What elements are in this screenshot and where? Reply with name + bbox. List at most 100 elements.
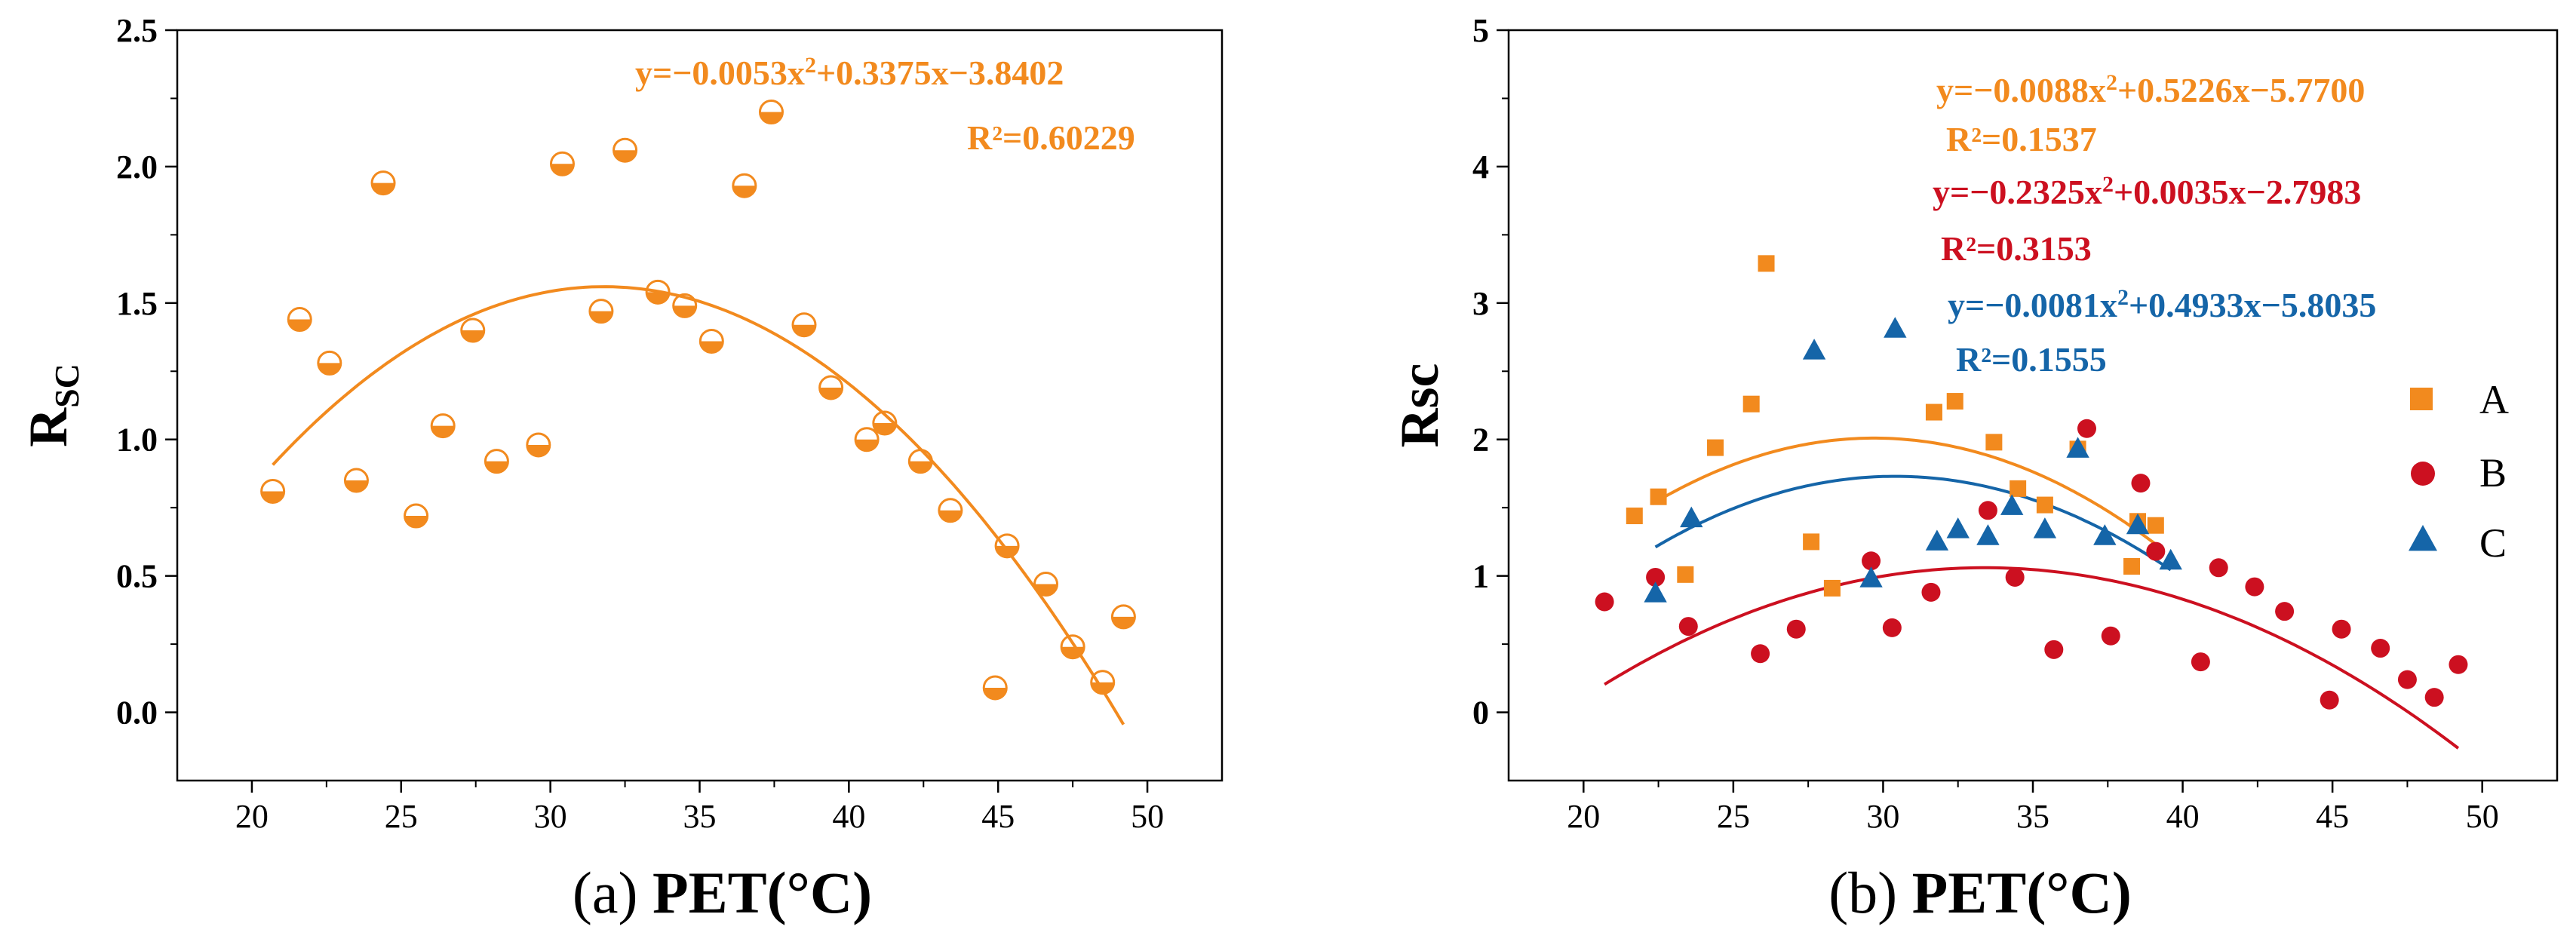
data-point-fill	[589, 311, 613, 323]
panel-b-x-tick-label: 35	[2016, 798, 2049, 835]
panel-a-y-tick-label: 2.5	[116, 12, 158, 49]
data-point	[732, 173, 757, 198]
data-point-fill	[404, 516, 428, 528]
data-point-b	[2275, 602, 2295, 621]
panel-b-y-tick-label: 2	[1472, 422, 1489, 459]
data-point-outline	[982, 675, 1008, 701]
data-point-fill	[345, 480, 368, 492]
data-point	[287, 307, 312, 333]
data-point-b	[1921, 582, 1941, 602]
data-point-outline	[430, 413, 456, 439]
data-point	[672, 293, 698, 318]
panel-b-y-tick-label: 0	[1472, 695, 1489, 732]
data-point-outline	[1060, 634, 1085, 660]
data-point-a	[1803, 533, 1820, 551]
data-point-fill	[732, 186, 756, 198]
panel-a-equation: y=−0.0053x2+0.3375x−3.8402	[635, 53, 1064, 93]
data-point	[430, 413, 456, 439]
data-point-outline	[317, 350, 342, 376]
data-point-outline	[287, 307, 312, 333]
data-point-b	[1978, 501, 1997, 520]
data-point	[758, 100, 784, 125]
data-point-fill	[318, 363, 341, 375]
data-point	[460, 318, 486, 343]
data-point-fill	[1061, 646, 1085, 658]
data-point-b	[2131, 474, 2151, 493]
data-point-outline	[672, 293, 698, 318]
data-point-outline	[791, 312, 817, 338]
data-point	[982, 675, 1008, 701]
data-point-fill	[873, 423, 896, 435]
panel-a-x-tick-label: 35	[683, 798, 717, 835]
panel-a-y-tick-label: 2.0	[116, 149, 158, 186]
panel-a-points	[260, 100, 1136, 701]
data-point-fill	[984, 687, 1007, 699]
data-point-a	[1946, 393, 1963, 410]
data-point-fill	[461, 330, 484, 342]
panel-b-x-axis-title: (b) PET(°C)	[1828, 860, 2132, 925]
data-point-fill	[372, 183, 395, 195]
panel-b-equation-b: y=−0.2325x2+0.0035x−2.7983	[1933, 172, 2361, 212]
panel-b-fit-curve-b	[1604, 566, 2460, 750]
data-point	[872, 410, 898, 436]
data-point	[791, 312, 817, 338]
data-point-b	[2449, 655, 2468, 674]
data-point	[645, 279, 671, 305]
data-point-outline	[872, 410, 898, 436]
panel-a-fit-curve	[272, 285, 1125, 726]
panel-a-y-tick-label: 1.5	[116, 285, 158, 322]
data-point-outline	[526, 432, 551, 458]
legend-label-c: C	[2479, 520, 2507, 566]
data-point-fill	[431, 425, 455, 437]
panel-a-axis-ticks: 20 25 30 35 40 45 50 0.0 0.5 1.0 1.5 2.0 2.5	[116, 12, 1164, 835]
panel-a-x-tick-label: 50	[1131, 798, 1164, 835]
panel-b-r-squared-b: R²=0.3153	[1941, 229, 2092, 268]
data-point	[907, 449, 933, 474]
data-point	[854, 427, 880, 452]
data-point-b	[1862, 551, 1881, 571]
data-point-c	[1802, 339, 1826, 360]
data-point-fill	[996, 545, 1019, 557]
data-point-b	[1751, 644, 1770, 664]
legend-marker-c	[2409, 525, 2437, 551]
panel-a-x-tick-label: 45	[981, 798, 1015, 835]
panel-b-fit-curve-a	[1651, 436, 2160, 548]
data-point-a	[1758, 255, 1775, 272]
data-point-a	[1677, 566, 1694, 583]
data-point-b	[2077, 419, 2096, 438]
data-point-fill	[909, 461, 932, 473]
panel-b-x-tick-label: 30	[1866, 798, 1899, 835]
data-point	[588, 299, 614, 324]
data-point-fill	[613, 150, 637, 162]
panel-b-y-tick-label: 1	[1472, 558, 1489, 595]
data-point-c	[1976, 524, 2000, 545]
panel-a-y-axis-title: RSC	[18, 364, 86, 447]
data-point-fill	[855, 439, 879, 451]
data-point-outline	[854, 427, 880, 452]
data-point-outline	[1033, 571, 1059, 597]
data-point-c	[1680, 506, 1703, 528]
panel-b-x-tick-label: 25	[1717, 798, 1750, 835]
panel-b-y-tick-label: 3	[1472, 285, 1489, 322]
data-point-c	[1859, 566, 1883, 587]
panel-b-y-axis-title: Rsc	[1389, 364, 1450, 448]
data-point-fill	[527, 444, 550, 456]
legend-marker-a	[2410, 388, 2433, 410]
data-point	[994, 533, 1020, 559]
panel-b-x-tick-label: 50	[2466, 798, 2499, 835]
data-point	[1060, 634, 1085, 660]
data-point-fill	[1112, 616, 1135, 628]
data-point-c	[1884, 317, 1907, 338]
data-point-fill	[793, 324, 815, 336]
data-point-b	[2044, 640, 2064, 659]
panel-b-points	[1595, 255, 2468, 710]
data-point-c	[2126, 513, 2150, 535]
legend-label-b: B	[2479, 450, 2507, 495]
data-point-outline	[1090, 670, 1116, 695]
data-point-c	[2033, 517, 2057, 538]
data-point-outline	[758, 100, 784, 125]
data-point-outline	[613, 137, 638, 163]
data-point-outline	[938, 498, 963, 523]
data-point-c	[2000, 494, 2024, 515]
